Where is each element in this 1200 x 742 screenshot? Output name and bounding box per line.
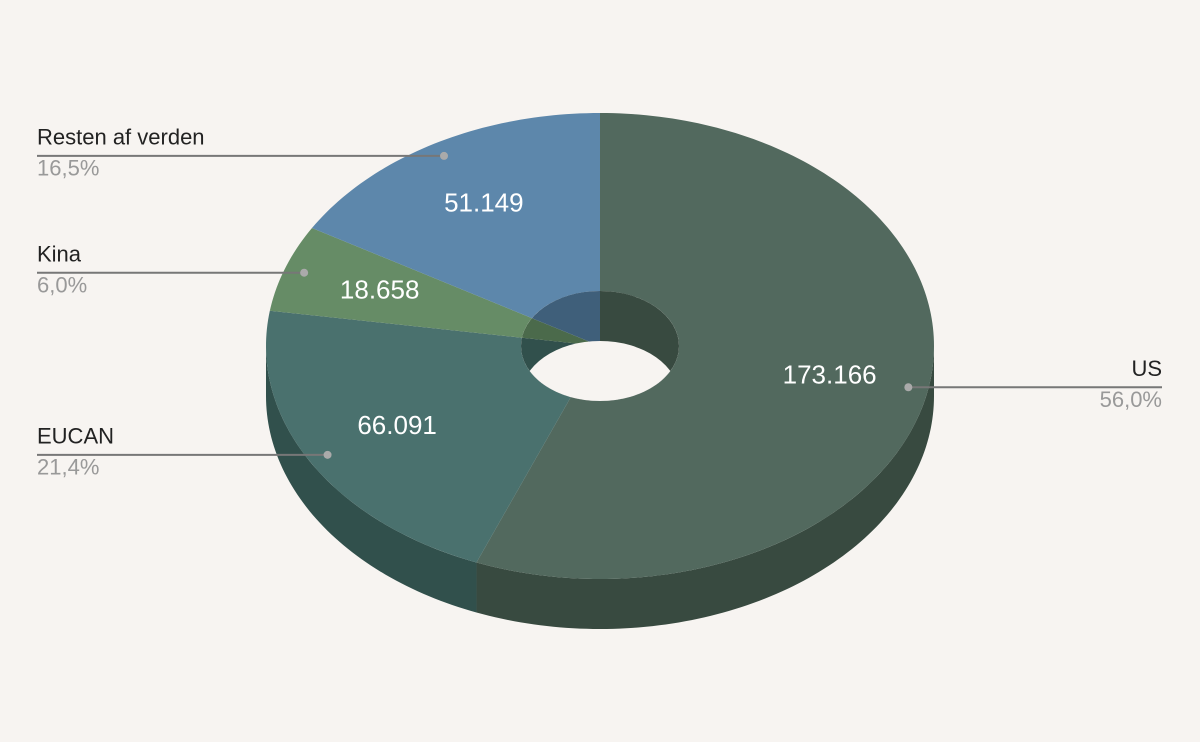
leader-dot (323, 450, 332, 459)
slice (266, 310, 571, 563)
slice-side (476, 346, 934, 629)
percent-label: 56,0% (1100, 387, 1162, 412)
percent-label: 16,5% (37, 156, 99, 181)
value-label: 51.149 (444, 187, 524, 217)
value-label: 18.658 (340, 274, 420, 304)
leader-dot (440, 151, 449, 160)
slice (311, 113, 600, 319)
hole-wall (521, 291, 600, 346)
slice (476, 113, 934, 579)
leader-dot (300, 268, 309, 277)
legend-label: US (1131, 356, 1162, 381)
slice (269, 228, 532, 338)
value-label: 66.091 (357, 410, 437, 440)
value-label: 173.166 (783, 360, 877, 390)
slice-side (266, 346, 477, 613)
legend-label: EUCAN (37, 424, 114, 449)
percent-label: 21,4% (37, 455, 99, 480)
hole (521, 291, 679, 401)
legend-label: Resten af verden (37, 125, 205, 150)
hole-wall (521, 291, 679, 401)
hole-wall (521, 291, 600, 346)
legend-label: Kina (37, 242, 82, 267)
percent-label: 6,0% (37, 273, 87, 298)
hole-opening (521, 341, 679, 401)
leader-dot (904, 383, 913, 392)
